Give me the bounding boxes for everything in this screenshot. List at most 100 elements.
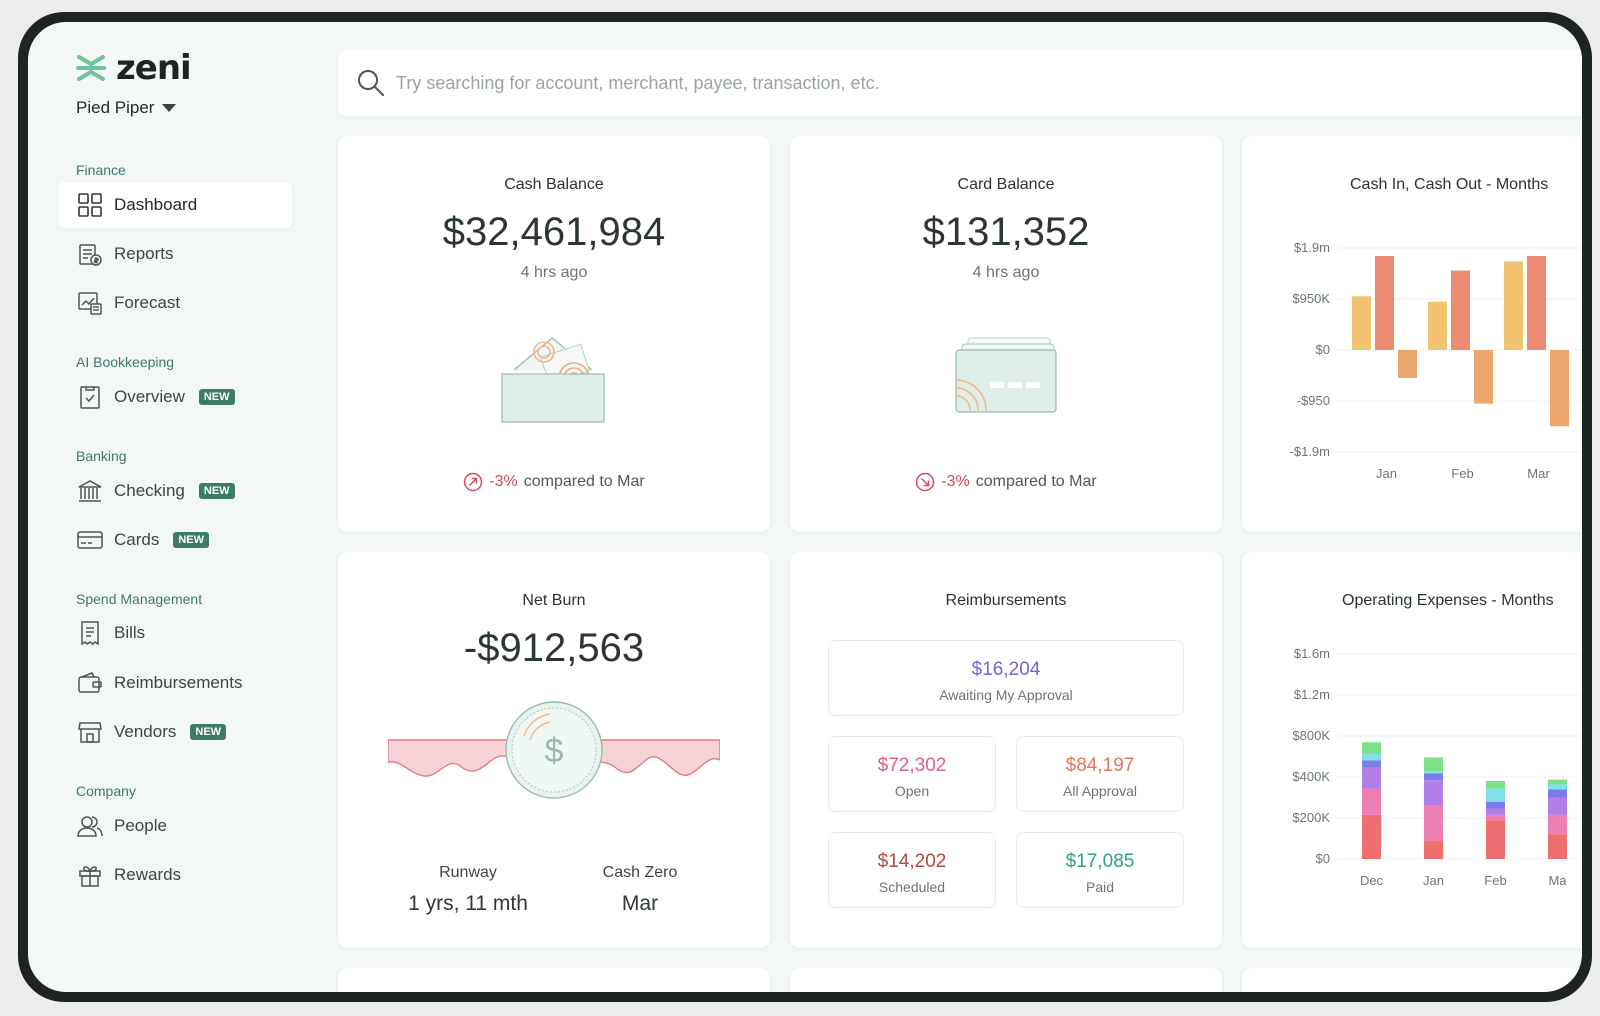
card-balance-card[interactable]: Card Balance $131,352 4 hrs ago -3% comp… [790, 136, 1222, 532]
clipboard-check-icon [76, 383, 104, 411]
y-tick-label: -$1.9m [1290, 444, 1330, 459]
cash-balance-compare: -3% compared to Mar [338, 472, 770, 492]
stacked-bar-segment [1362, 814, 1381, 859]
scheduled-tile[interactable]: $14,202 Scheduled [828, 832, 996, 908]
org-switcher[interactable]: Pied Piper [76, 98, 177, 118]
stacked-bar-segment [1548, 814, 1567, 835]
credit-card-icon [76, 526, 104, 554]
bar [1398, 350, 1417, 378]
stacked-bar-segment [1362, 788, 1381, 815]
x-tick-label: Feb [1451, 466, 1473, 481]
x-tick-label: Ma [1548, 873, 1567, 888]
stacked-bar-segment [1548, 784, 1567, 790]
bar [1527, 256, 1546, 350]
open-amount: $72,302 [877, 755, 947, 776]
wallet-illustration [501, 337, 605, 423]
bar [1451, 270, 1470, 350]
sidebar-item-rewards[interactable]: Rewards [58, 852, 292, 898]
bar [1550, 350, 1569, 427]
chevron-down-icon [162, 104, 177, 112]
cash-zero-label: Cash Zero [602, 864, 678, 881]
card-title: Net Burn [522, 592, 586, 609]
card-title: Cash In, Cash Out - Months [1350, 176, 1549, 193]
cash-balance-card[interactable]: Cash Balance $32,461,984 4 hrs ago -3% c… [338, 136, 770, 532]
sidebar-item-cards[interactable]: Cards NEW [58, 517, 292, 563]
search-icon [358, 70, 384, 96]
stacked-bar-segment [1424, 771, 1443, 774]
x-tick-label: Dec [1360, 873, 1384, 888]
card-balance-compare: -3% compared to Mar [790, 472, 1222, 492]
sidebar-item-reports[interactable]: Reports [58, 231, 292, 277]
card-balance-value: $131,352 [922, 210, 1090, 254]
next-card-3 [1242, 968, 1582, 992]
sidebar-item-overview[interactable]: Overview NEW [58, 374, 292, 420]
store-icon [76, 718, 104, 746]
cash-in-out-card[interactable]: Cash In, Cash Out - Months $1.9m $950K $0 -… [1242, 136, 1582, 532]
section-finance: Finance [76, 162, 126, 178]
sidebar-item-checking[interactable]: Checking NEW [58, 468, 292, 514]
sidebar-item-vendors[interactable]: Vendors NEW [58, 709, 292, 755]
search-input[interactable]: Try searching for account, merchant, pay… [396, 72, 880, 93]
stacked-bar-segment [1486, 801, 1505, 809]
x-tick-label: Jan [1376, 466, 1397, 481]
y-tick-label: $1.9m [1294, 240, 1330, 255]
sidebar-item-dashboard[interactable]: Dashboard [58, 182, 292, 228]
new-badge: NEW [198, 389, 235, 405]
stacked-bar-segment [1548, 789, 1567, 798]
bar [1428, 301, 1447, 350]
cash-in-out-chart: $1.9m $950K $0 -$950 -$1.9m Jan Feb Mar [1290, 240, 1582, 481]
operating-expenses-card[interactable]: Operating Expenses - Months $1.6m $1.2m $8… [1242, 552, 1582, 948]
stacked-bar-segment [1424, 757, 1443, 772]
receipt-icon [76, 619, 104, 647]
sidebar-item-label: Bills [114, 623, 146, 642]
stacked-bar-segment [1362, 767, 1381, 789]
bar [1504, 261, 1523, 350]
sidebar-item-label: Vendors [114, 722, 177, 741]
sidebar-item-label: Checking [114, 481, 185, 500]
x-tick-label: Feb [1484, 873, 1506, 888]
people-icon [76, 812, 104, 840]
paid-label: Paid [1085, 879, 1115, 895]
brand-name: zeni [116, 48, 192, 88]
next-card-1 [338, 968, 770, 992]
runway-label: Runway [439, 864, 497, 881]
stacked-bar-segment [1362, 742, 1381, 755]
logo[interactable]: zeni [76, 48, 192, 88]
stacked-bar-segment [1486, 808, 1505, 815]
y-tick-label: $800K [1292, 728, 1330, 743]
open-tile[interactable]: $72,302 Open [828, 736, 996, 812]
card-title: Operating Expenses - Months [1342, 592, 1554, 609]
sidebar-item-label: People [114, 816, 167, 835]
cash-zero-value: Mar [621, 892, 659, 915]
reports-icon [76, 240, 104, 268]
change-percent: -3% [941, 473, 970, 490]
all-approval-tile[interactable]: $84,197 All Approval [1016, 736, 1184, 812]
sidebar-item-label: Rewards [114, 865, 182, 884]
sidebar-item-reimbursements[interactable]: Reimbursements [58, 660, 292, 706]
search-bar[interactable]: Try searching for account, merchant, pay… [338, 50, 1582, 116]
card-title: Reimbursements [945, 592, 1067, 609]
section-spend-management: Spend Management [76, 591, 203, 607]
section-company: Company [76, 783, 136, 799]
stacked-bar-segment [1548, 797, 1567, 815]
y-tick-label: $1.2m [1294, 687, 1330, 702]
stacked-bar-segment [1548, 779, 1567, 785]
device-frame: zeni Pied Piper Finance Dashboard Report… [18, 12, 1592, 1002]
updated-time: 4 hrs ago [972, 264, 1040, 281]
bar [1474, 350, 1493, 404]
awaiting-approval-tile[interactable]: $16,204 Awaiting My Approval [828, 640, 1184, 716]
sidebar-item-bills[interactable]: Bills [58, 610, 292, 656]
sidebar-item-people[interactable]: People [58, 803, 292, 849]
sidebar: zeni Pied Piper Finance Dashboard Report… [28, 22, 328, 992]
trend-down-icon [916, 472, 935, 492]
compare-text: compared to Mar [523, 473, 645, 490]
sidebar-item-forecast[interactable]: Forecast [58, 280, 292, 326]
net-burn-card[interactable]: Net Burn -$912,563 $ Runway 1 yrs, 11 mt… [338, 552, 770, 948]
card-title: Cash Balance [504, 176, 604, 193]
reimbursements-card[interactable]: Reimbursements $16,204 Awaiting My Appro… [790, 552, 1222, 948]
paid-tile[interactable]: $17,085 Paid [1016, 832, 1184, 908]
stacked-bar-segment [1362, 760, 1381, 768]
section-banking: Banking [76, 448, 127, 464]
new-badge: NEW [190, 724, 227, 740]
scheduled-label: Scheduled [878, 879, 946, 895]
